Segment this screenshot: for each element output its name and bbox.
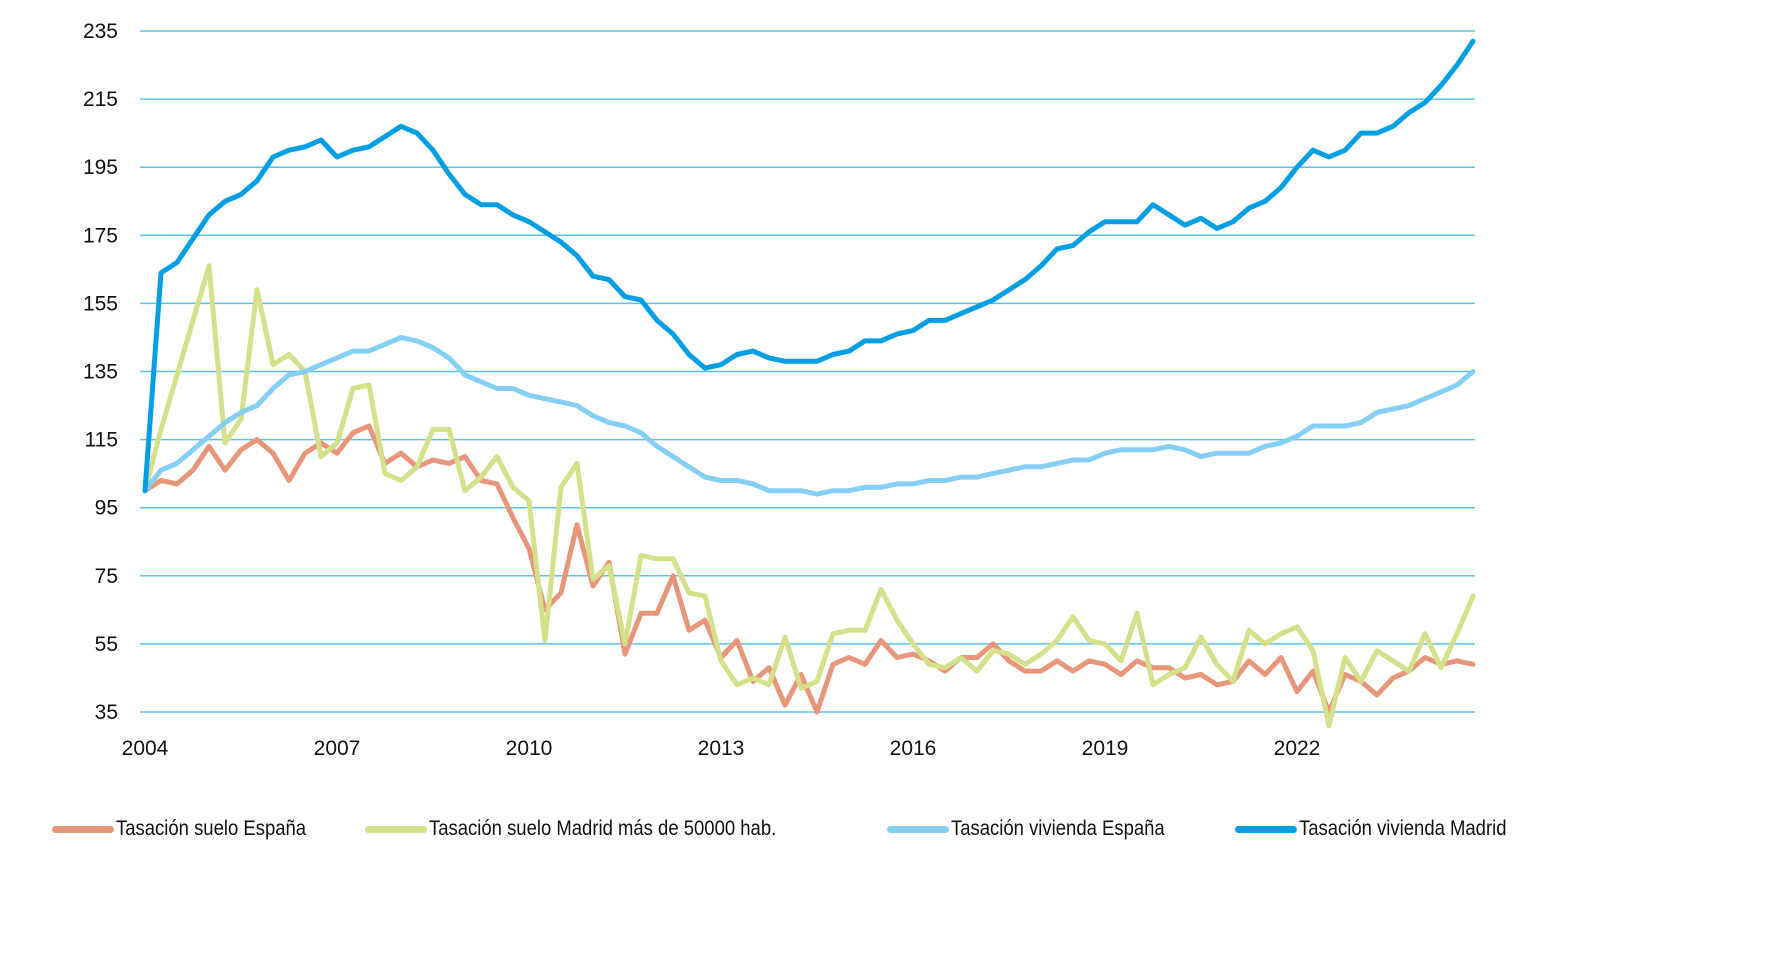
y-tick-label: 135 (83, 361, 118, 384)
legend-swatch-vivienda-espana (887, 825, 949, 833)
y-tick-label: 75 (95, 565, 118, 588)
series-line-3 (142, 38, 1476, 494)
legend-item-suelo-madrid: Tasación suelo Madrid más de 50000 hab. (365, 812, 824, 846)
x-tick-label: 2022 (1274, 737, 1321, 760)
y-tick-label: 235 (83, 20, 118, 43)
legend-label-vivienda-madrid: Tasación vivienda Madrid (1299, 817, 1507, 840)
legend-swatch-suelo-madrid (365, 825, 427, 833)
legend-label-suelo-madrid: Tasación suelo Madrid más de 50000 hab. (429, 817, 777, 840)
legend-label-suelo-espana: Tasación suelo España (116, 817, 307, 840)
legend-item-suelo-espana: Tasación suelo España (52, 812, 332, 846)
x-tick-label: 2004 (122, 737, 169, 760)
series-line-0 (142, 423, 1476, 715)
y-tick-label: 215 (83, 88, 118, 111)
x-tick-label: 2013 (698, 737, 745, 760)
y-tick-label: 55 (95, 633, 118, 656)
y-tick-label: 115 (85, 429, 118, 452)
y-tick-label: 175 (83, 224, 118, 247)
gridlines (140, 30, 1475, 713)
y-axis-ticks: 35 55 75 95 115 135 155 175 195 215 235 (83, 20, 118, 724)
legend: Tasación suelo España Tasación suelo Mad… (0, 812, 1772, 846)
series-line-1 (142, 263, 1476, 729)
series-line-2 (142, 334, 1476, 497)
x-tick-label: 2019 (1082, 737, 1129, 760)
legend-item-vivienda-espana: Tasación vivienda España (887, 812, 1194, 846)
y-tick-label: 95 (95, 497, 118, 520)
legend-swatch-suelo-espana (52, 825, 114, 833)
x-axis-ticks: 2004 2007 2010 2013 2016 2019 2022 (122, 737, 1321, 760)
y-tick-label: 195 (83, 156, 118, 179)
series-lines (142, 38, 1476, 729)
legend-label-vivienda-espana: Tasación vivienda España (951, 817, 1165, 840)
x-tick-label: 2010 (506, 737, 553, 760)
x-tick-label: 2016 (890, 737, 937, 760)
legend-swatch-vivienda-madrid (1235, 825, 1297, 833)
y-tick-label: 35 (95, 701, 118, 724)
legend-item-vivienda-madrid: Tasación vivienda Madrid (1235, 812, 1535, 846)
y-tick-label: 155 (83, 292, 118, 315)
x-tick-label: 2007 (314, 737, 361, 760)
